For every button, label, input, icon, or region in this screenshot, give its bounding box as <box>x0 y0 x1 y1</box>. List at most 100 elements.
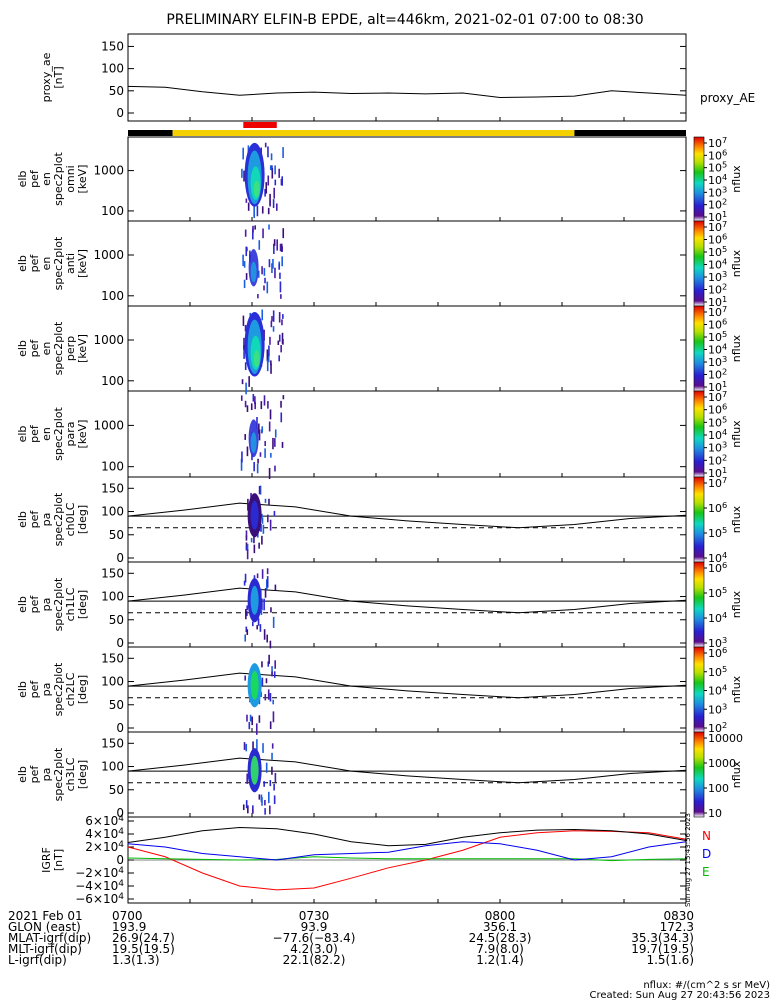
colorbar-tick-label: 102 <box>708 720 727 735</box>
spectrogram-pixel <box>265 678 268 684</box>
axis-label-line: spec2plot <box>52 747 65 801</box>
pitch-angle-ch3 <box>127 739 687 815</box>
colorbar-tick-label: 103 <box>708 354 727 369</box>
axis-label-line: pa <box>40 683 53 697</box>
spectrogram-pixel <box>261 517 264 524</box>
colorbar-tick-label: 107 <box>708 475 727 490</box>
panel-igrf: IGRF [nT] 6×1044×1042×1040−2×104−4×104−6×1… <box>40 814 687 906</box>
axis-label-line: pa <box>40 768 53 782</box>
spectrogram-pixel <box>242 804 245 811</box>
spectrogram-pixel <box>268 345 270 357</box>
spectrogram-pixel <box>251 454 253 461</box>
spectrogram-pixel <box>264 808 266 815</box>
spectrogram-pixel <box>266 349 269 362</box>
spectrogram-pixel <box>267 401 269 409</box>
spectrogram-pixel <box>243 170 245 182</box>
axis-label-line: elb <box>16 596 29 613</box>
spectrogram-pixel <box>280 294 282 299</box>
spectrogram-pixel <box>266 634 269 643</box>
spectrogram-pixel <box>246 446 249 457</box>
status-segment <box>128 130 173 136</box>
y-tick-label: 50 <box>109 783 124 797</box>
colorbar-tick-label: 10000 <box>708 732 743 745</box>
y-tick-label: 1000 <box>93 418 124 432</box>
spectrogram-pixel <box>252 741 254 754</box>
footer-value: 4.2(3.0) <box>290 942 338 956</box>
spectrogram-pixel <box>268 421 271 432</box>
pitch-angle-ch2 <box>127 654 687 735</box>
spectrogram-pixel <box>263 598 265 611</box>
colorbar-tick-label: 105 <box>708 585 727 600</box>
y-tick-label: 150 <box>101 736 124 750</box>
field-line-trend <box>127 587 687 614</box>
spectrogram-pixel <box>256 573 259 579</box>
spectrogram-pixel <box>250 585 259 615</box>
axis-label-line: [nT] <box>52 849 65 871</box>
spectrogram-pixel <box>264 799 266 806</box>
y-tick-label: 100 <box>101 460 124 474</box>
spectrogram-pixel <box>263 781 265 787</box>
colorbar-strip <box>693 305 705 392</box>
spectrogram-pixel <box>257 618 260 626</box>
panel-ch3: elb pef pa spec2plot ch3LC [deg] 150 100 50 0 1000… <box>16 731 743 820</box>
spectrogram-pixel <box>264 588 267 598</box>
spectrogram-pixel <box>258 485 261 495</box>
created-stamp: Created: Sun Aug 27 20:43:56 2023 <box>590 990 770 1000</box>
footer-value: 1.2(1.4) <box>476 953 524 967</box>
spectrogram-pixel <box>253 531 255 544</box>
spectrogram-pixel <box>271 752 273 760</box>
axis-label-line: [deg] <box>76 760 89 789</box>
axis-label-line: pef <box>28 765 41 784</box>
footer-value: −77.6(−83.4) <box>273 931 356 945</box>
colorbar-tick-label: 101 <box>708 379 727 394</box>
spectrogram-pixel <box>276 239 279 251</box>
spectrogram-pixel <box>245 382 247 395</box>
panel-frame <box>127 390 687 478</box>
y-tick-label: −4×104 <box>75 879 124 893</box>
footer-value: 19.5(19.5) <box>112 942 175 956</box>
colorbar-label: nflux <box>730 760 743 788</box>
spectrogram-pixel <box>245 535 248 541</box>
colorbar-label: nflux <box>730 165 743 193</box>
colorbar-tick-label: 103 <box>708 184 727 199</box>
spectrogram-pixel <box>269 640 272 649</box>
colorbar-tick-label: 102 <box>708 282 727 297</box>
colorbar-tick-label: 10 <box>708 807 722 820</box>
y-tick-label: 50 <box>109 528 124 542</box>
panel-frame <box>127 305 687 392</box>
panel-perp: elb pef en spec2plot perp [keV] 10001001071061… <box>16 304 743 394</box>
footer-value: 0730 <box>299 909 330 923</box>
spectrogram-pixel <box>272 616 275 628</box>
spectrogram-pixel <box>261 513 263 519</box>
axis-label-line: elb <box>16 426 29 443</box>
spectrogram-pixel <box>274 660 276 669</box>
axis-label-line: [deg] <box>76 675 89 704</box>
spectrogram-pixel <box>270 153 273 161</box>
panel-omni: elb pef en spec2plot omni [keV] 10001001071061… <box>16 135 743 224</box>
panel-frame <box>127 136 687 222</box>
spectrogram-pixel <box>267 689 270 700</box>
series-line-igrf-e <box>127 856 687 862</box>
colorbar-tick-label: 106 <box>708 232 727 247</box>
axis-label-line: en <box>40 342 53 356</box>
spectrogram-pixel <box>279 281 282 293</box>
spectrogram-pixel <box>244 634 247 642</box>
spectrogram-pixel <box>265 182 268 194</box>
footer-value: 0700 <box>112 909 143 923</box>
spectrogram-pixel <box>240 395 243 401</box>
spectrogram-pixel <box>272 326 275 332</box>
spectrogram-pixel <box>267 661 270 667</box>
colorbar-label: nflux <box>730 505 743 533</box>
axis-label-line: en <box>40 427 53 441</box>
footer-row: L-igrf(dip) 1.3(1.3) 22.1(82.2) 1.2(1.4) 1.5… <box>8 953 694 967</box>
spectrogram-pixel <box>245 545 248 551</box>
spectrogram-pixel <box>243 348 245 359</box>
spectrogram-pixel <box>260 691 262 697</box>
axis-label-line: elb <box>16 766 29 783</box>
colorbar-ch2: 106 105 104 103 102 nflux <box>693 645 743 735</box>
colorbar-tick-label: 101 <box>708 209 727 224</box>
axis-label-line: ch3LC <box>64 757 77 791</box>
spectrogram-pixel <box>269 199 271 207</box>
spectrogram-pixel <box>282 314 284 319</box>
